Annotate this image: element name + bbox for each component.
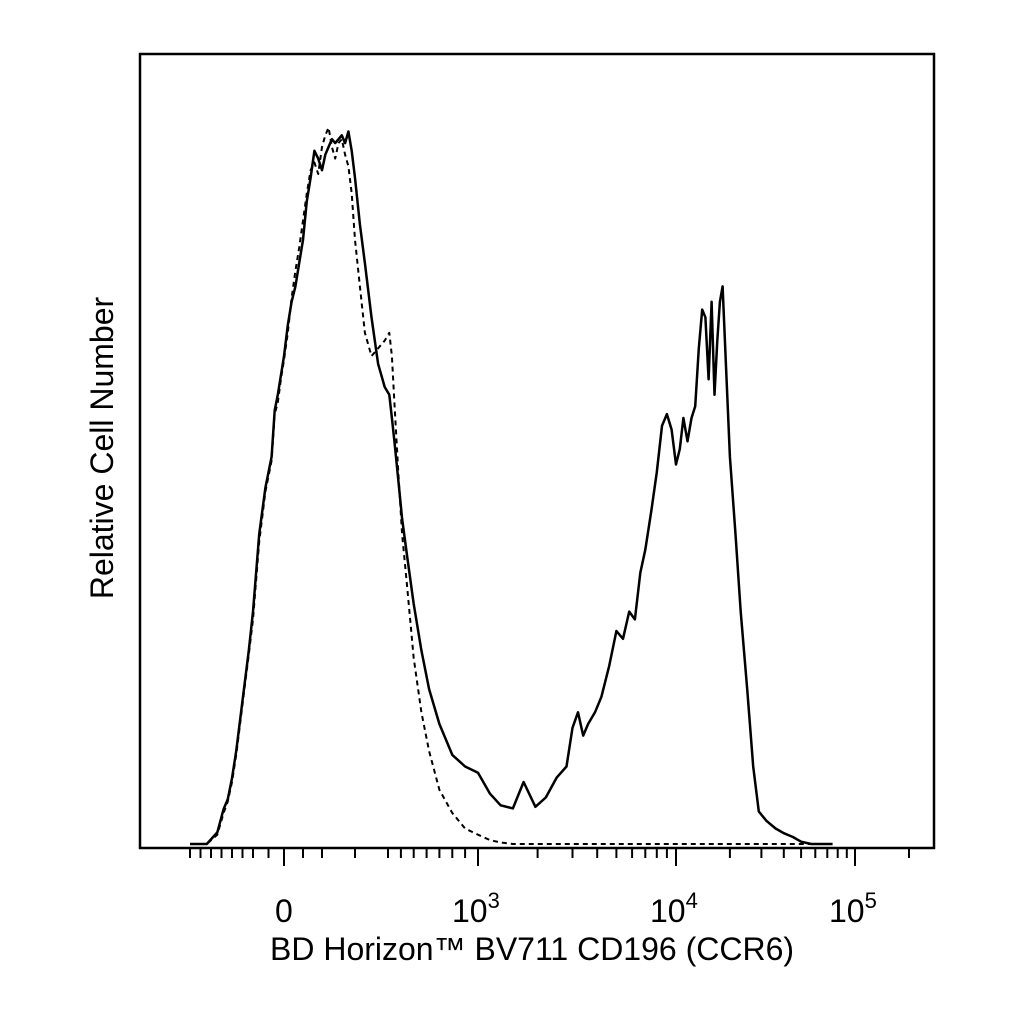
x-axis-ticks: [189, 848, 910, 866]
plot-frame: [138, 52, 936, 850]
y-axis-label: Relative Cell Number: [84, 296, 120, 599]
series-line-dashed: [190, 126, 833, 845]
x-axis-label: BD Horizon™ BV711 CD196 (CCR6): [270, 931, 794, 967]
x-tick-label: 0: [275, 893, 293, 929]
x-tick-label: 104: [650, 888, 698, 929]
x-tick-label: 103: [452, 888, 500, 929]
series-layer: [190, 126, 833, 846]
series-line-solid: [190, 130, 833, 846]
x-axis-tick-labels: 0 103 104 105: [275, 888, 877, 929]
x-tick-label: 105: [829, 888, 877, 929]
